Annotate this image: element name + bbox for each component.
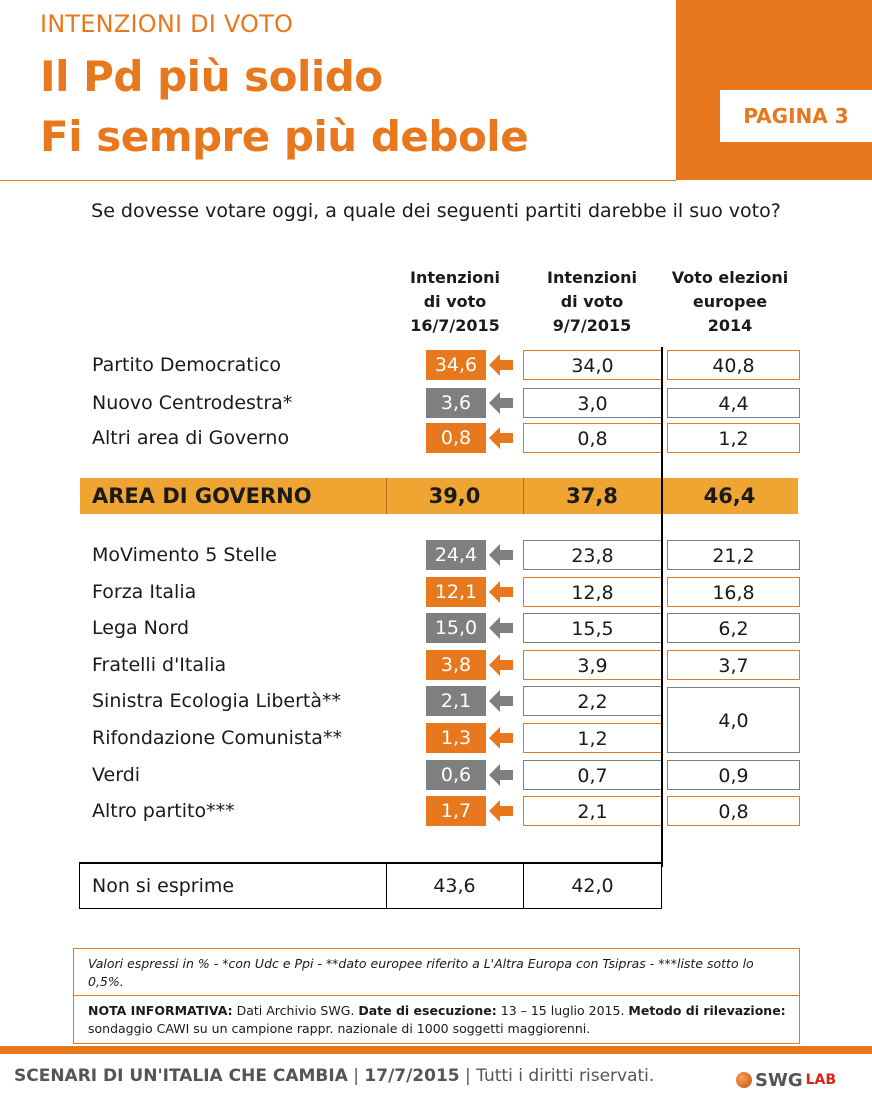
logo-text: SWG [755, 1069, 803, 1091]
party-label: Verdi [92, 764, 141, 786]
area-governo-label: AREA DI GOVERNO [92, 484, 312, 508]
current-value-box: 0,6 [426, 760, 486, 790]
survey-question: Se dovesse votare oggi, a quale dei segu… [91, 200, 781, 222]
footer-text: SCENARI DI UN'ITALIA CHE CAMBIA | 17/7/2… [14, 1066, 654, 1086]
notes-box [73, 948, 800, 1044]
current-value-box: 3,6 [426, 388, 486, 418]
previous-value-box: 0,7 [523, 760, 662, 790]
notes-separator [73, 995, 800, 996]
footnote-legend: Valori espressi in % - *con Udc e Ppi - … [88, 956, 754, 989]
european-value-box: 16,8 [667, 577, 800, 607]
non-si-esprime-label: Non si esprime [92, 875, 235, 897]
previous-value-box: 12,8 [523, 577, 662, 607]
previous-value-box: 23,8 [523, 540, 662, 570]
european-value-box: 4,0 [667, 687, 800, 753]
party-label: Forza Italia [92, 581, 197, 603]
previous-value-box: 0,8 [523, 423, 662, 453]
note-label: Date di esecuzione: [358, 1003, 497, 1018]
current-value-box: 1,3 [426, 723, 486, 753]
methodology-note: NOTA INFORMATIVA: Dati Archivio SWG. Dat… [88, 1002, 793, 1038]
page-tag: PAGINA 3 [720, 90, 872, 142]
previous-value-box: 1,2 [523, 723, 662, 753]
current-value-box: 24,4 [426, 540, 486, 570]
nse-separator [523, 862, 524, 909]
note-text: Dati Archivio SWG. [232, 1003, 359, 1018]
previous-value-box: 15,5 [523, 613, 662, 643]
previous-value-box: 2,2 [523, 686, 662, 716]
band-separator [386, 478, 387, 514]
non-si-esprime-previous: 42,0 [571, 875, 614, 897]
area-governo-current: 39,0 [428, 484, 481, 508]
party-label: Partito Democratico [92, 354, 282, 376]
area-governo-band [80, 478, 798, 514]
headline-line-2: Fi sempre più debole [40, 112, 529, 161]
header-rule [0, 180, 676, 181]
european-value-box: 4,4 [667, 388, 800, 418]
column-header-previous: Intenzioni di voto 9/7/2015 [547, 268, 637, 335]
globe-icon [736, 1072, 752, 1088]
party-label: MoVimento 5 Stelle [92, 544, 277, 566]
note-label: NOTA INFORMATIVA: [88, 1003, 233, 1018]
european-value-box: 0,8 [667, 796, 800, 826]
logo-sub-text: LAB [805, 1072, 837, 1088]
band-separator [523, 478, 524, 514]
note-text: 13 – 15 luglio 2015. [496, 1003, 629, 1018]
area-governo-european: 46,4 [703, 484, 756, 508]
column-divider [661, 347, 663, 867]
previous-value-box: 2,1 [523, 796, 662, 826]
party-label: Sinistra Ecologia Libertà** [92, 690, 342, 712]
european-value-box: 3,7 [667, 650, 800, 680]
current-value-box: 3,8 [426, 650, 486, 680]
party-label: Altro partito*** [92, 800, 235, 822]
european-value-box: 40,8 [667, 350, 800, 380]
footer-separator: | [459, 1066, 477, 1086]
non-si-esprime-box [79, 862, 662, 909]
party-label: Nuovo Centrodestra* [92, 392, 293, 414]
current-value-box: 0,8 [426, 423, 486, 453]
party-label: Rifondazione Comunista** [92, 727, 342, 749]
previous-value-box: 34,0 [523, 350, 662, 380]
party-label: Fratelli d'Italia [92, 654, 227, 676]
current-value-box: 12,1 [426, 577, 486, 607]
area-governo-previous: 37,8 [566, 484, 618, 508]
footer-bar [0, 1046, 872, 1054]
column-header-current: Intenzioni di voto 16/7/2015 [410, 268, 500, 335]
footer-date: 17/7/2015 [364, 1066, 460, 1086]
footer-rights: Tutti i diritti riservati. [476, 1066, 655, 1086]
swg-lab-logo: SWG LAB [736, 1069, 836, 1091]
headline-line-1: Il Pd più solido [40, 52, 383, 101]
party-label: Altri area di Governo [92, 427, 290, 449]
previous-value-box: 3,0 [523, 388, 662, 418]
european-value-box: 6,2 [667, 613, 800, 643]
current-value-box: 2,1 [426, 686, 486, 716]
current-value-box: 34,6 [426, 350, 486, 380]
european-value-box: 0,9 [667, 760, 800, 790]
column-header-european: Voto elezioni europee 2014 [671, 268, 789, 335]
previous-value-box: 3,9 [523, 650, 662, 680]
party-label: Lega Nord [92, 617, 190, 639]
nse-separator [386, 862, 387, 909]
footer-separator: | [347, 1066, 365, 1086]
footer-series: SCENARI DI UN'ITALIA CHE CAMBIA [14, 1066, 348, 1086]
current-value-box: 1,7 [426, 796, 486, 826]
note-text: sondaggio CAWI su un campione rappr. naz… [88, 1021, 591, 1036]
current-value-box: 15,0 [426, 613, 486, 643]
european-value-box: 1,2 [667, 423, 800, 453]
kicker: INTENZIONI DI VOTO [40, 10, 294, 38]
non-si-esprime-current: 43,6 [433, 875, 476, 897]
european-value-box: 21,2 [667, 540, 800, 570]
note-label: Metodo di rilevazione: [628, 1003, 786, 1018]
